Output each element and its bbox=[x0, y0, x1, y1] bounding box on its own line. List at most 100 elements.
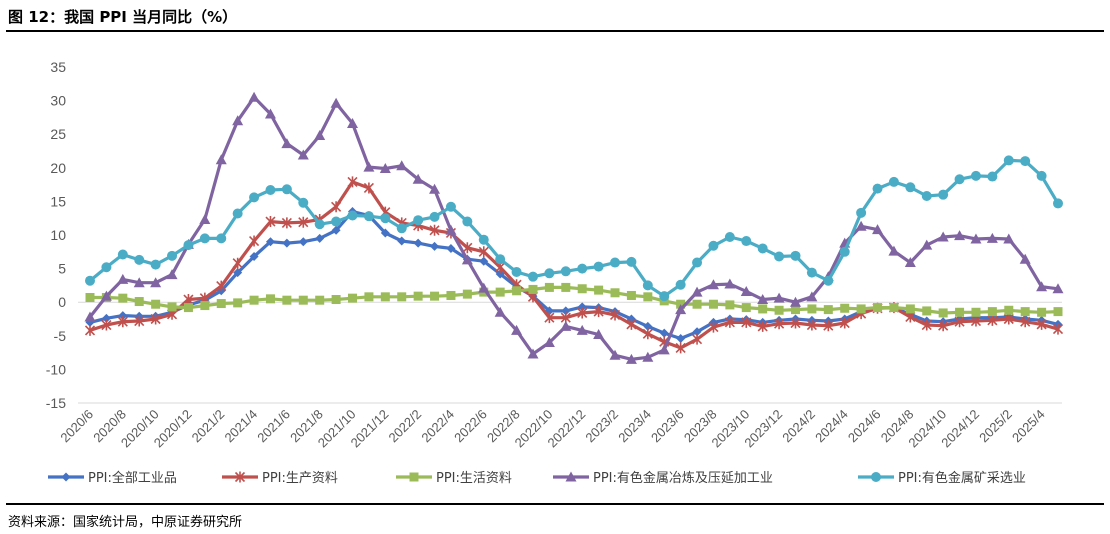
data-point bbox=[643, 321, 653, 331]
data-point bbox=[642, 280, 653, 291]
data-point bbox=[380, 228, 390, 238]
data-point bbox=[397, 236, 407, 246]
data-point bbox=[478, 246, 489, 258]
data-point bbox=[626, 290, 636, 300]
y-tick-label: 5 bbox=[58, 261, 66, 277]
data-point bbox=[1052, 283, 1064, 294]
series-group bbox=[85, 282, 1063, 318]
data-point bbox=[298, 295, 308, 305]
data-point bbox=[839, 246, 850, 257]
data-point bbox=[543, 337, 555, 348]
data-point bbox=[61, 472, 71, 482]
data-point bbox=[625, 353, 637, 364]
data-point bbox=[789, 296, 801, 307]
data-point bbox=[430, 241, 440, 251]
data-point bbox=[413, 291, 423, 301]
data-point bbox=[249, 252, 259, 262]
data-point bbox=[364, 292, 374, 302]
data-point bbox=[659, 291, 670, 302]
legend-item: PPI:生活资料 bbox=[396, 471, 512, 486]
x-tick-label: 2022/2 bbox=[386, 407, 425, 446]
data-point bbox=[823, 320, 834, 332]
data-point bbox=[577, 263, 588, 274]
x-axis: 2020/62020/82020/102020/122021/22021/420… bbox=[57, 301, 1062, 450]
data-point bbox=[101, 319, 112, 331]
data-point bbox=[101, 313, 111, 323]
data-point bbox=[85, 292, 95, 302]
data-point bbox=[85, 275, 95, 286]
data-point bbox=[1036, 170, 1047, 181]
data-point bbox=[856, 207, 867, 218]
data-point bbox=[1053, 198, 1063, 209]
data-point bbox=[741, 303, 751, 313]
data-point bbox=[921, 239, 933, 250]
data-point bbox=[199, 233, 210, 244]
data-point bbox=[873, 303, 883, 313]
data-point bbox=[315, 233, 325, 243]
top-rule bbox=[6, 30, 1104, 32]
data-point bbox=[216, 233, 227, 244]
data-point bbox=[774, 251, 785, 262]
x-tick-label: 2025/2 bbox=[976, 407, 1015, 446]
data-point bbox=[593, 306, 604, 318]
data-point bbox=[117, 249, 128, 260]
data-point bbox=[544, 268, 555, 279]
data-point bbox=[856, 304, 866, 314]
data-point bbox=[642, 351, 654, 362]
bottom-rule bbox=[6, 503, 1104, 505]
data-point bbox=[183, 303, 193, 313]
data-point bbox=[478, 234, 489, 245]
data-point bbox=[626, 318, 637, 330]
data-point bbox=[954, 316, 965, 328]
data-point bbox=[249, 295, 259, 305]
data-point bbox=[757, 243, 768, 254]
data-point bbox=[708, 321, 719, 333]
data-point bbox=[347, 210, 358, 221]
data-point bbox=[889, 303, 899, 313]
legend-label: PPI:有色金属冶炼及压延加工业 bbox=[593, 470, 773, 486]
data-point bbox=[528, 284, 538, 294]
data-point bbox=[724, 232, 735, 243]
data-point bbox=[741, 316, 752, 328]
x-tick-label: 2023/4 bbox=[615, 407, 654, 446]
legend-label: PPI:生产资料 bbox=[262, 471, 338, 486]
data-point bbox=[676, 333, 686, 343]
x-tick-label: 2024/6 bbox=[845, 407, 884, 446]
data-point bbox=[905, 304, 915, 314]
data-point bbox=[330, 97, 342, 108]
data-point bbox=[264, 108, 276, 119]
data-point bbox=[331, 216, 342, 227]
series-layer bbox=[84, 91, 1064, 364]
data-point bbox=[708, 240, 719, 251]
data-point bbox=[363, 161, 375, 172]
data-point bbox=[774, 305, 784, 315]
data-point bbox=[446, 243, 456, 253]
data-point bbox=[561, 282, 571, 292]
data-point bbox=[724, 316, 735, 328]
data-point bbox=[626, 256, 637, 267]
data-point bbox=[577, 307, 588, 319]
data-point bbox=[577, 302, 587, 312]
data-point bbox=[134, 297, 144, 307]
y-tick-label: 10 bbox=[50, 227, 66, 243]
data-point bbox=[118, 293, 128, 303]
data-point bbox=[331, 225, 341, 235]
data-point bbox=[494, 306, 506, 317]
data-point bbox=[1036, 281, 1048, 292]
data-point bbox=[955, 307, 965, 317]
data-point bbox=[363, 211, 374, 222]
data-point bbox=[576, 324, 588, 335]
data-point bbox=[445, 224, 457, 235]
data-point bbox=[1036, 318, 1047, 330]
data-point bbox=[610, 288, 620, 298]
data-point bbox=[216, 299, 226, 309]
data-point bbox=[692, 327, 702, 337]
data-point bbox=[314, 219, 325, 230]
data-point bbox=[643, 292, 653, 302]
data-point bbox=[855, 220, 867, 231]
data-point bbox=[594, 285, 604, 295]
x-tick-label: 2024/4 bbox=[812, 407, 851, 446]
data-point bbox=[773, 292, 785, 303]
data-point bbox=[823, 305, 833, 315]
data-point bbox=[888, 245, 900, 256]
